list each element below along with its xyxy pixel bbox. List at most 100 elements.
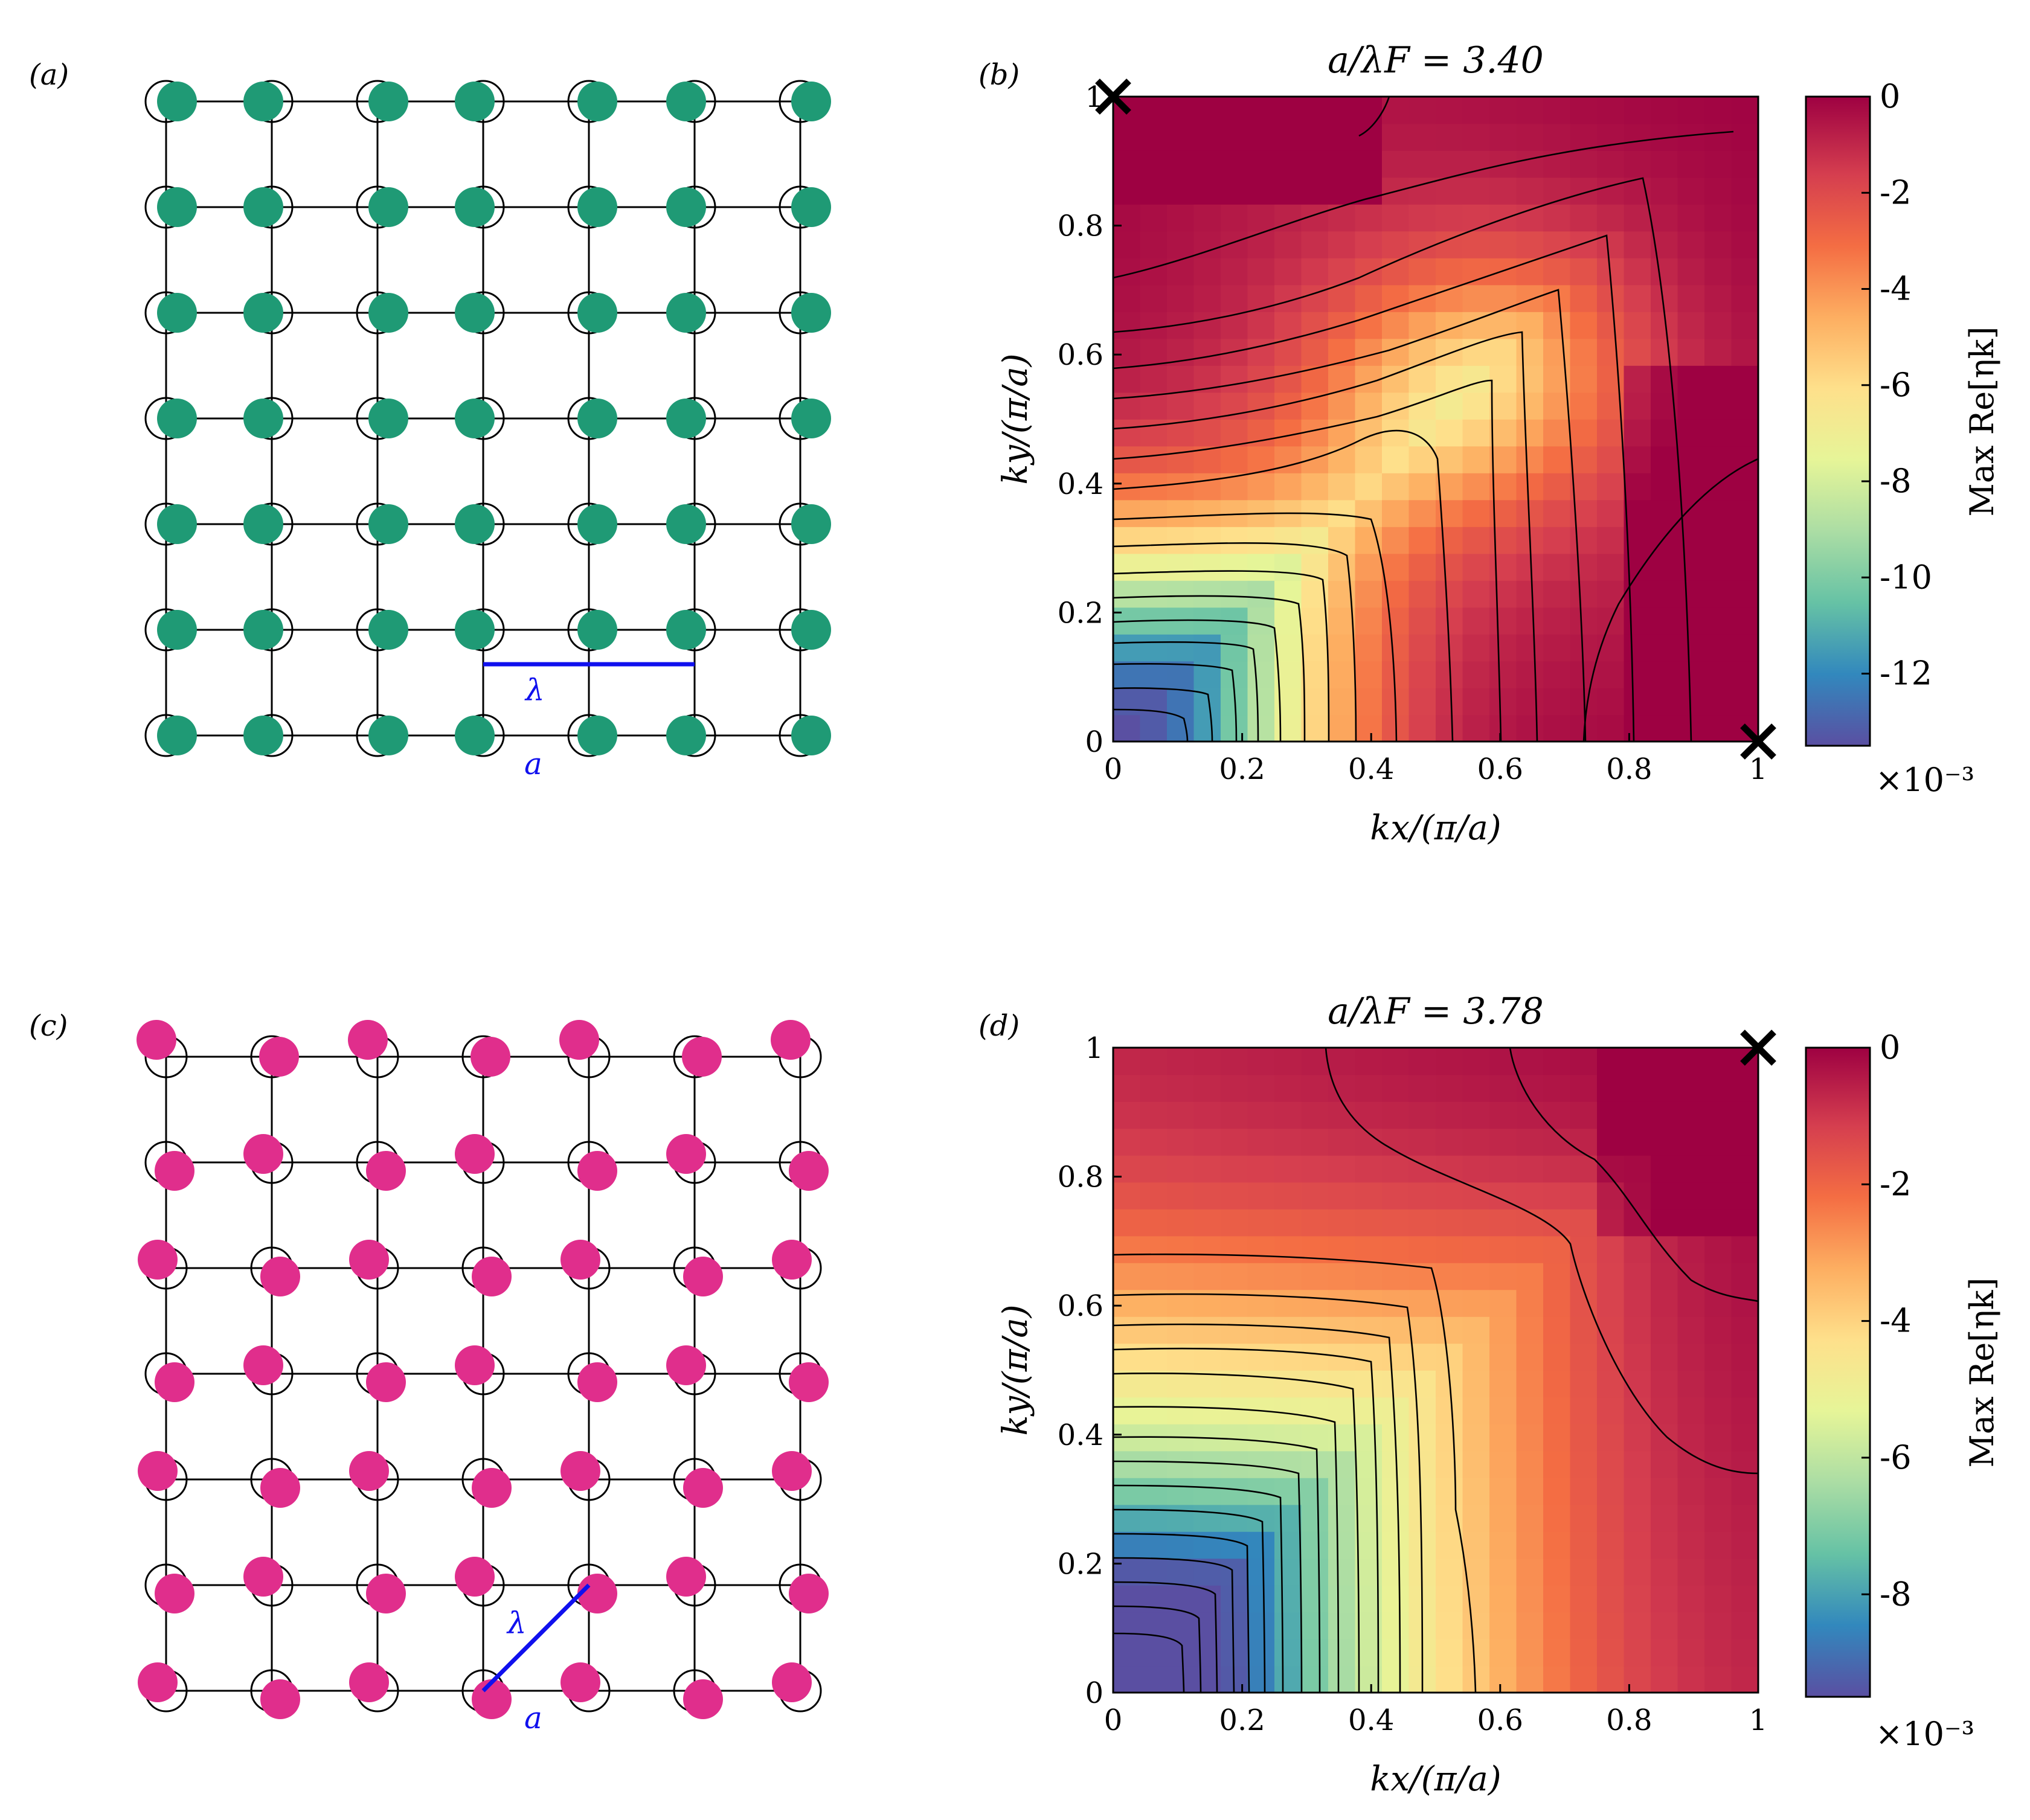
heatmap-cell xyxy=(1651,446,1678,473)
heatmap-cell xyxy=(1274,553,1302,581)
heatmap-cell xyxy=(1436,204,1463,232)
heatmap-cell xyxy=(1704,231,1732,258)
heatmap-cell xyxy=(1167,553,1195,581)
heatmap-cell xyxy=(1382,1263,1410,1290)
particle xyxy=(455,1134,495,1174)
particle xyxy=(260,1468,300,1508)
heatmap-cell xyxy=(1274,1639,1302,1667)
heatmap-cell xyxy=(1597,1316,1625,1344)
heatmap-cell xyxy=(1328,473,1356,501)
heatmap-cell xyxy=(1516,231,1544,258)
heatmap-cell xyxy=(1543,1585,1571,1613)
heatmap-cell xyxy=(1328,150,1356,178)
heatmap-cell xyxy=(1301,1343,1329,1371)
heatmap-cell xyxy=(1489,661,1517,688)
heatmap-cell xyxy=(1624,714,1651,742)
heatmap-cell xyxy=(1704,1101,1732,1129)
heatmap-cell xyxy=(1570,1048,1598,1075)
particle xyxy=(155,1151,194,1191)
heatmap-cell xyxy=(1140,177,1168,205)
heatmap-cell xyxy=(1247,1531,1275,1559)
heatmap-cell xyxy=(1221,1074,1248,1102)
heatmap-cell xyxy=(1489,1370,1517,1398)
heatmap-cell xyxy=(1462,284,1490,312)
particle xyxy=(243,82,283,121)
heatmap-cell xyxy=(1731,284,1758,312)
heatmap-cell xyxy=(1113,150,1141,178)
heatmap-cell xyxy=(1193,580,1221,608)
heatmap-cell xyxy=(1462,634,1490,662)
heatmap-cell xyxy=(1731,527,1758,554)
heatmap-cell xyxy=(1167,204,1195,232)
heatmap-cell xyxy=(1382,1639,1410,1667)
heatmap-cell xyxy=(1597,1263,1625,1290)
x-tick-label: 1 xyxy=(1749,752,1768,786)
heatmap-cell xyxy=(1274,1504,1302,1532)
heatmap-cell xyxy=(1731,1289,1758,1317)
heatmap-cell xyxy=(1140,1397,1168,1424)
x-tick-label: 0.2 xyxy=(1219,752,1265,786)
heatmap-cell xyxy=(1355,392,1383,420)
heatmap-cell xyxy=(1677,284,1705,312)
heatmap-cell xyxy=(1570,1263,1598,1290)
heatmap-cell xyxy=(1328,392,1356,420)
heatmap-cell xyxy=(1677,1612,1705,1639)
heatmap-cell xyxy=(1113,473,1141,501)
heatmap-cell xyxy=(1570,1101,1598,1129)
heatmap-cell xyxy=(1301,1316,1329,1344)
heatmap-cell xyxy=(1193,1612,1221,1639)
heatmap-cell xyxy=(1408,123,1436,151)
marker-cross xyxy=(1740,1030,1776,1066)
heatmap-cell xyxy=(1570,1397,1598,1424)
heatmap-cell xyxy=(1543,1424,1571,1452)
heatmap-cell xyxy=(1247,1289,1275,1317)
heatmap-cell xyxy=(1274,150,1302,178)
heatmap-cell xyxy=(1193,284,1221,312)
heatmap-cell xyxy=(1436,1101,1463,1129)
heatmap-cell xyxy=(1462,714,1490,742)
heatmap-cell xyxy=(1113,1048,1141,1075)
colorbar-tick-label: -6 xyxy=(1880,366,1912,404)
heatmap-cell xyxy=(1193,1450,1221,1478)
heatmap-cell xyxy=(1489,392,1517,420)
heatmap-cell xyxy=(1247,1074,1275,1102)
heatmap-cell xyxy=(1651,1665,1678,1693)
heatmap-cell xyxy=(1301,714,1329,742)
heatmap-cell xyxy=(1624,688,1651,716)
particle xyxy=(243,187,283,227)
heatmap-cell xyxy=(1624,123,1651,151)
heatmap-cell xyxy=(1516,97,1544,124)
heatmap-cell xyxy=(1382,1585,1410,1613)
heatmap-cell xyxy=(1328,1048,1356,1075)
heatmap-cell xyxy=(1382,1370,1410,1398)
heatmap-cell xyxy=(1274,177,1302,205)
heatmap-cell xyxy=(1731,1612,1758,1639)
heatmap-cell xyxy=(1221,1424,1248,1452)
heatmap-cell xyxy=(1113,1397,1141,1424)
heatmap-cell xyxy=(1570,123,1598,151)
heatmap-cell xyxy=(1382,1343,1410,1371)
heatmap-cell xyxy=(1140,1182,1168,1210)
heatmap-cell xyxy=(1301,634,1329,662)
heatmap-cell xyxy=(1597,1504,1625,1532)
particle xyxy=(772,1662,812,1702)
heatmap-cell xyxy=(1247,1155,1275,1183)
heatmap-cell xyxy=(1382,1048,1410,1075)
particle xyxy=(349,1240,389,1280)
heatmap-cell xyxy=(1221,1612,1248,1639)
heatmap-cell xyxy=(1677,1074,1705,1102)
heatmap-cell xyxy=(1221,553,1248,581)
heatmap-cell xyxy=(1516,365,1544,393)
heatmap-cell xyxy=(1301,473,1329,501)
heatmap-cell xyxy=(1167,1612,1195,1639)
heatmap-cell xyxy=(1247,123,1275,151)
particle xyxy=(243,1557,283,1597)
heatmap-cell xyxy=(1624,150,1651,178)
colorbar-label-d: Max Re[ηk] xyxy=(1963,1278,2001,1468)
heatmap-cell xyxy=(1140,1155,1168,1183)
heatmap-cell xyxy=(1677,258,1705,286)
heatmap-cell xyxy=(1651,204,1678,232)
heatmap-cell xyxy=(1677,1639,1705,1667)
heatmap-cell xyxy=(1301,97,1329,124)
heatmap-cell xyxy=(1704,714,1732,742)
